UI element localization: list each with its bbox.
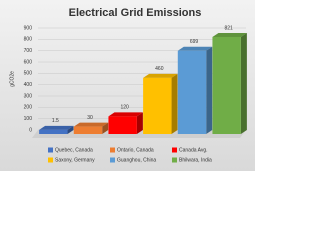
legend-label: Saxony, Germany	[55, 157, 95, 163]
bar	[39, 129, 68, 134]
value-label: 1.5	[52, 118, 59, 124]
bar-side	[206, 46, 213, 134]
y-tick-label: 400	[24, 82, 33, 88]
bar	[73, 126, 103, 134]
legend-swatch	[172, 157, 177, 163]
bar-side	[67, 125, 74, 134]
value-label: 821	[224, 25, 233, 31]
bar-top	[212, 32, 247, 37]
y-tick-label: 500	[24, 71, 33, 77]
y-tick-label: 800	[24, 37, 33, 43]
legend-swatch	[48, 157, 53, 163]
bar-top	[177, 46, 213, 51]
y-tick-label: 0	[29, 127, 32, 133]
y-tick-label: 900	[24, 25, 33, 31]
y-tick-label: 100	[24, 116, 33, 122]
bar-side	[171, 73, 178, 134]
legend-label: Ontario, Canada	[117, 147, 154, 153]
y-tick-label: 600	[24, 59, 33, 65]
bar	[108, 116, 137, 134]
bar-side	[136, 112, 143, 134]
bar-side	[240, 32, 247, 134]
y-tick-label: 700	[24, 48, 33, 54]
legend-label: Guanghou, China	[117, 157, 156, 163]
y-tick-label: 200	[24, 105, 33, 111]
legend-swatch	[172, 147, 177, 153]
chart: Electrical Grid Emissions gCO2e 0 100 200 3…	[0, 0, 255, 171]
value-label: 460	[155, 66, 164, 72]
chart-title: Electrical Grid Emissions	[69, 7, 202, 19]
bar-top	[143, 73, 178, 78]
value-label: 120	[120, 105, 129, 111]
bar	[177, 50, 207, 134]
bar-top	[108, 112, 143, 117]
y-tick-label: 300	[24, 93, 33, 99]
legend-label: Quebec, Canada	[55, 147, 93, 153]
bar	[212, 36, 241, 134]
value-label: 30	[87, 115, 93, 121]
legend-label: Bhilwara, India	[179, 157, 212, 163]
legend-swatch	[110, 147, 115, 153]
bar-top	[39, 125, 74, 130]
legend-label: Canada Avg.	[179, 147, 208, 153]
bar-side	[102, 122, 109, 134]
value-label: 699	[190, 39, 199, 45]
bar-top	[73, 122, 109, 127]
bar	[143, 77, 172, 134]
y-axis-label: gCO2e	[9, 71, 15, 87]
legend-swatch	[110, 157, 115, 163]
legend-swatch	[48, 147, 53, 153]
